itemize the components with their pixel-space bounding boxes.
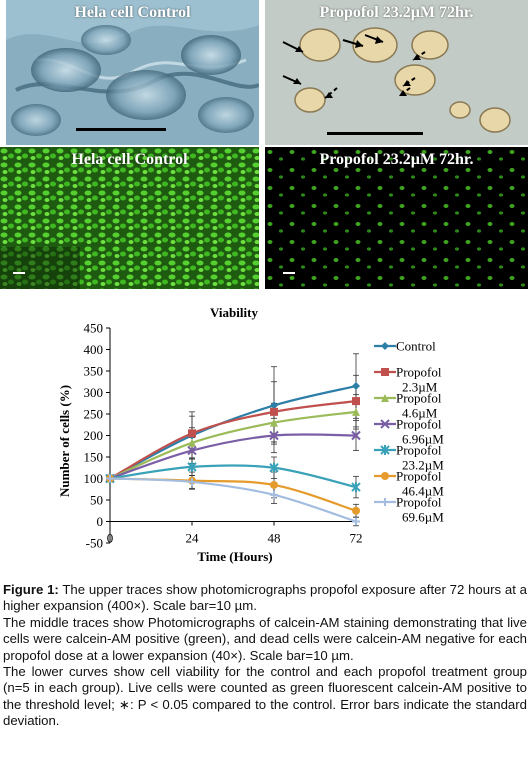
cell-texture bbox=[265, 0, 528, 145]
x-tick-label: 0 bbox=[107, 531, 114, 546]
x-tick-label: 24 bbox=[186, 531, 200, 546]
legend-label: Propofol 4.6µM bbox=[396, 391, 442, 421]
y-tick-label: 150 bbox=[84, 450, 104, 465]
legend-marker bbox=[380, 445, 390, 455]
y-tick-label: 250 bbox=[84, 407, 104, 422]
x-tick-label: 48 bbox=[268, 531, 281, 546]
y-tick-label: 350 bbox=[84, 364, 104, 379]
series-line bbox=[109, 433, 357, 480]
series-line bbox=[109, 400, 357, 480]
cell-texture bbox=[6, 0, 259, 145]
legend-label: Propofol 46.4µM bbox=[396, 469, 444, 499]
data-point bbox=[269, 430, 279, 441]
legend-marker bbox=[381, 368, 389, 376]
data-point bbox=[352, 397, 360, 406]
chart-title: Viability bbox=[210, 305, 258, 320]
data-point bbox=[352, 506, 360, 515]
data-point bbox=[270, 401, 278, 410]
legend-label: Propofol 69.6µM bbox=[396, 495, 444, 525]
panel-label: Propofol 23.2µM 72hr. bbox=[319, 4, 474, 21]
data-point bbox=[270, 490, 278, 499]
data-point bbox=[270, 418, 278, 427]
data-point bbox=[188, 429, 196, 438]
legend-label: Control bbox=[396, 339, 436, 354]
scale-bar bbox=[283, 272, 295, 274]
micrograph-control-phase: Hela cell Control bbox=[6, 0, 259, 145]
viability-chart: Viability Number of cells (%) Time (Hour… bbox=[57, 305, 444, 564]
legend-label: Propofol 23.2µM bbox=[396, 443, 444, 473]
data-point bbox=[106, 474, 114, 483]
data-point bbox=[352, 382, 360, 391]
legend-marker bbox=[380, 419, 390, 429]
legend-label: Propofol 2.3µM bbox=[396, 365, 442, 395]
scale-bar bbox=[76, 128, 166, 131]
panel-label: Hela cell Control bbox=[71, 151, 188, 168]
micrograph-propofol-phase: Propofol 23.2µM 72hr. bbox=[265, 0, 528, 145]
series-line bbox=[109, 477, 357, 523]
series-line bbox=[109, 384, 357, 480]
y-tick-label: 50 bbox=[90, 493, 103, 508]
caption-text: The upper traces show photomicrographs p… bbox=[3, 582, 527, 614]
caption-paragraph: The lower curves show cell viability for… bbox=[3, 664, 527, 729]
y-axis-label: Number of cells (%) bbox=[57, 385, 72, 497]
figure-caption: Figure 1: The upper traces show photomic… bbox=[3, 582, 527, 730]
panel-label: Propofol 23.2µM 72hr. bbox=[319, 151, 474, 168]
legend-marker bbox=[381, 472, 389, 480]
figure-label: Figure 1: bbox=[3, 582, 59, 597]
caption-paragraph: Figure 1: The upper traces show photomic… bbox=[3, 582, 527, 615]
y-tick-label: 300 bbox=[84, 385, 104, 400]
data-point bbox=[188, 477, 196, 486]
data-point bbox=[351, 430, 361, 441]
data-point bbox=[270, 480, 278, 489]
scale-bar bbox=[327, 132, 423, 135]
data-point bbox=[188, 438, 196, 447]
data-point bbox=[187, 461, 197, 472]
scale-bar bbox=[13, 272, 25, 274]
legend-marker bbox=[381, 394, 389, 402]
caption-paragraph: The middle traces show Photomicrographs … bbox=[3, 614, 527, 663]
y-tick-label: -50 bbox=[86, 536, 103, 551]
legend-marker bbox=[381, 498, 389, 506]
data-point bbox=[352, 517, 360, 526]
y-tick-label: 450 bbox=[84, 321, 104, 336]
data-point bbox=[187, 445, 197, 456]
y-tick-label: 0 bbox=[97, 514, 104, 529]
plot-area: 450 400 350 300 250 200 150 100 50 0 -50 0 24 48 72 bbox=[84, 321, 363, 551]
y-tick-label: 100 bbox=[84, 471, 104, 486]
data-point bbox=[269, 462, 279, 473]
cell-texture bbox=[265, 147, 528, 289]
series-line bbox=[109, 477, 357, 512]
cell-texture bbox=[0, 147, 259, 289]
series-line bbox=[109, 464, 357, 489]
data-point bbox=[352, 407, 360, 416]
y-tick-label: 200 bbox=[84, 428, 104, 443]
data-point bbox=[270, 407, 278, 416]
micrograph-propofol-calcein: Propofol 23.2µM 72hr. bbox=[265, 147, 528, 289]
micrograph-control-calcein: Hela cell Control bbox=[0, 147, 259, 289]
data-point bbox=[351, 482, 361, 493]
legend-label: Propofol 6.96µM bbox=[396, 417, 444, 447]
panel-label: Hela cell Control bbox=[74, 4, 191, 21]
legend-marker bbox=[381, 342, 389, 350]
y-tick-label: 400 bbox=[84, 342, 104, 357]
x-tick-label: 72 bbox=[350, 531, 363, 546]
series-line bbox=[109, 410, 357, 480]
x-axis-label: Time (Hours) bbox=[197, 549, 272, 564]
